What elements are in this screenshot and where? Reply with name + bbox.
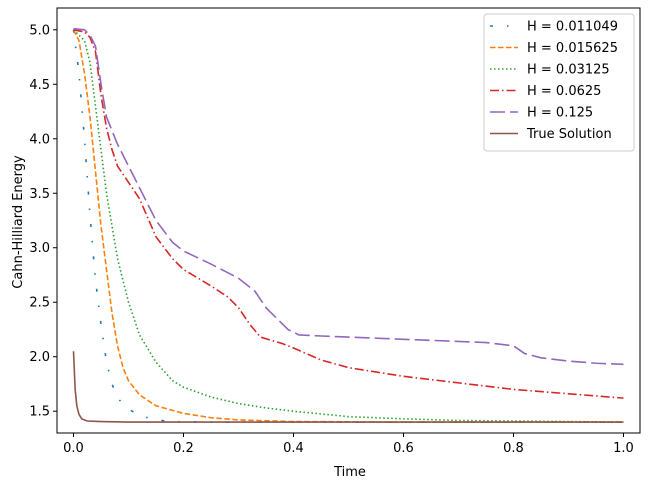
x-tick-label: 1.0 xyxy=(613,441,634,456)
legend-label-6: True Solution xyxy=(526,127,612,142)
y-tick-label: 3.5 xyxy=(29,187,50,202)
y-tick-label: 5.0 xyxy=(29,23,50,38)
x-tick-label: 0.6 xyxy=(393,441,414,456)
legend-box xyxy=(483,13,635,152)
x-tick-label: 0.2 xyxy=(173,441,194,456)
x-tick-label: 0.4 xyxy=(283,441,304,456)
y-tick-label: 2.5 xyxy=(29,296,50,311)
y-tick-label: 4.0 xyxy=(29,132,50,147)
plot-area xyxy=(56,7,641,434)
y-tick-label: 3.0 xyxy=(29,241,50,256)
plot-frame xyxy=(56,7,641,434)
series-line-5 xyxy=(73,27,624,366)
y-tick-label: 2.0 xyxy=(29,350,50,365)
series-line-6 xyxy=(72,351,624,423)
x-axis-label: Time xyxy=(333,465,366,480)
legend: H = 0.011049 H = 0.015625 H = 0.03125 H = 0… xyxy=(483,13,635,152)
x-tick-label: 0.8 xyxy=(503,441,524,456)
y-tick-label: 4.5 xyxy=(29,78,50,93)
legend-label-2: H = 0.015625 xyxy=(527,41,618,56)
y-axis-label: Cahn-Hilliard Energy xyxy=(11,155,26,289)
series-line-4 xyxy=(73,29,624,399)
legend-label-4: H = 0.0625 xyxy=(527,84,601,99)
x-tick-label: 0.0 xyxy=(63,441,84,456)
legend-label-1: H = 0.011049 xyxy=(527,20,618,35)
y-axis-ticks: 1.5 2.0 2.5 3.0 3.5 4.0 4.5 5.0 xyxy=(29,23,57,420)
series-line-2 xyxy=(72,29,624,423)
series-line-3 xyxy=(72,29,624,423)
x-axis-ticks: 0.0 0.2 0.4 0.6 0.8 1.0 xyxy=(63,433,634,456)
y-tick-label: 1.5 xyxy=(29,405,50,420)
legend-label-5: H = 0.125 xyxy=(527,106,593,121)
legend-label-3: H = 0.03125 xyxy=(527,63,610,78)
